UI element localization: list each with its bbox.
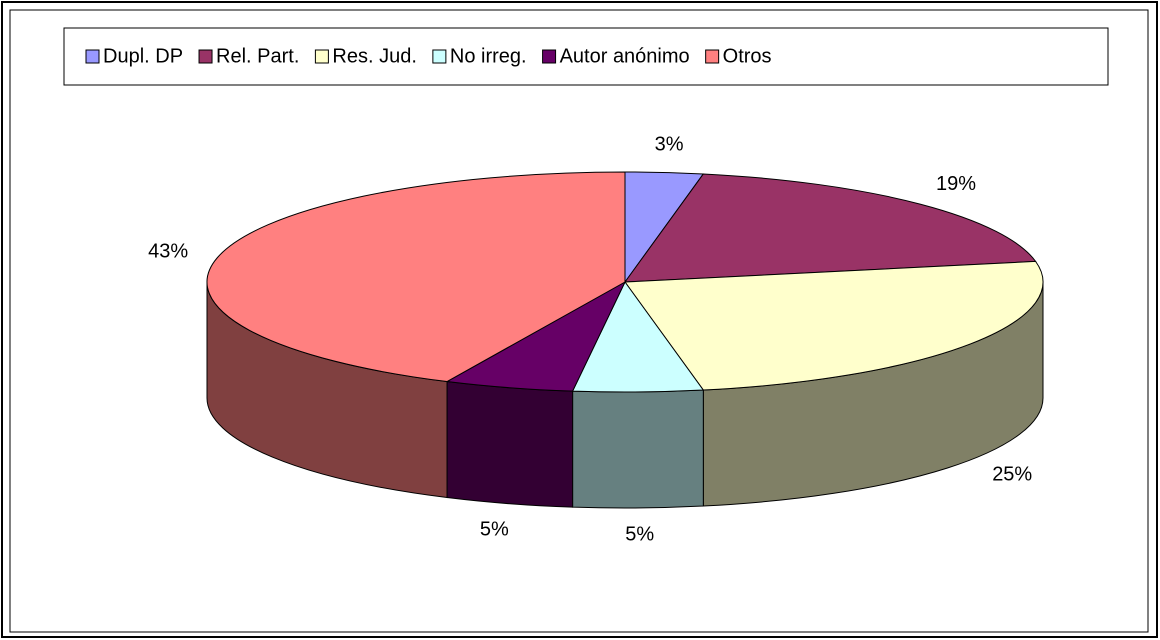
legend-label: Otros [723, 45, 772, 67]
slice-side [446, 380, 574, 508]
legend-swatch [705, 49, 720, 64]
slice [623, 173, 1037, 283]
slice [206, 171, 626, 383]
legend-label: Rel. Part. [216, 45, 299, 67]
data-label: 25% [992, 464, 1032, 486]
legend-box [63, 27, 1109, 86]
legend-label: Dupl. DP [103, 45, 183, 67]
slice-side [572, 389, 704, 509]
legend-swatch [314, 49, 329, 64]
data-label: 19% [936, 173, 976, 195]
legend-swatch [85, 49, 100, 64]
legend-label: Res. Jud. [332, 45, 416, 67]
chart-frame [9, 9, 1149, 633]
legend-swatch [198, 49, 213, 64]
data-label: 3% [655, 133, 684, 155]
slice [624, 260, 1044, 391]
legend-label: No irreg. [450, 45, 527, 67]
legend-swatch [432, 49, 447, 64]
legend-label: Autor anónimo [560, 45, 690, 67]
data-label: 5% [480, 518, 509, 540]
data-label: 43% [148, 240, 188, 262]
data-label: 5% [625, 524, 654, 546]
legend-swatch [542, 49, 557, 64]
